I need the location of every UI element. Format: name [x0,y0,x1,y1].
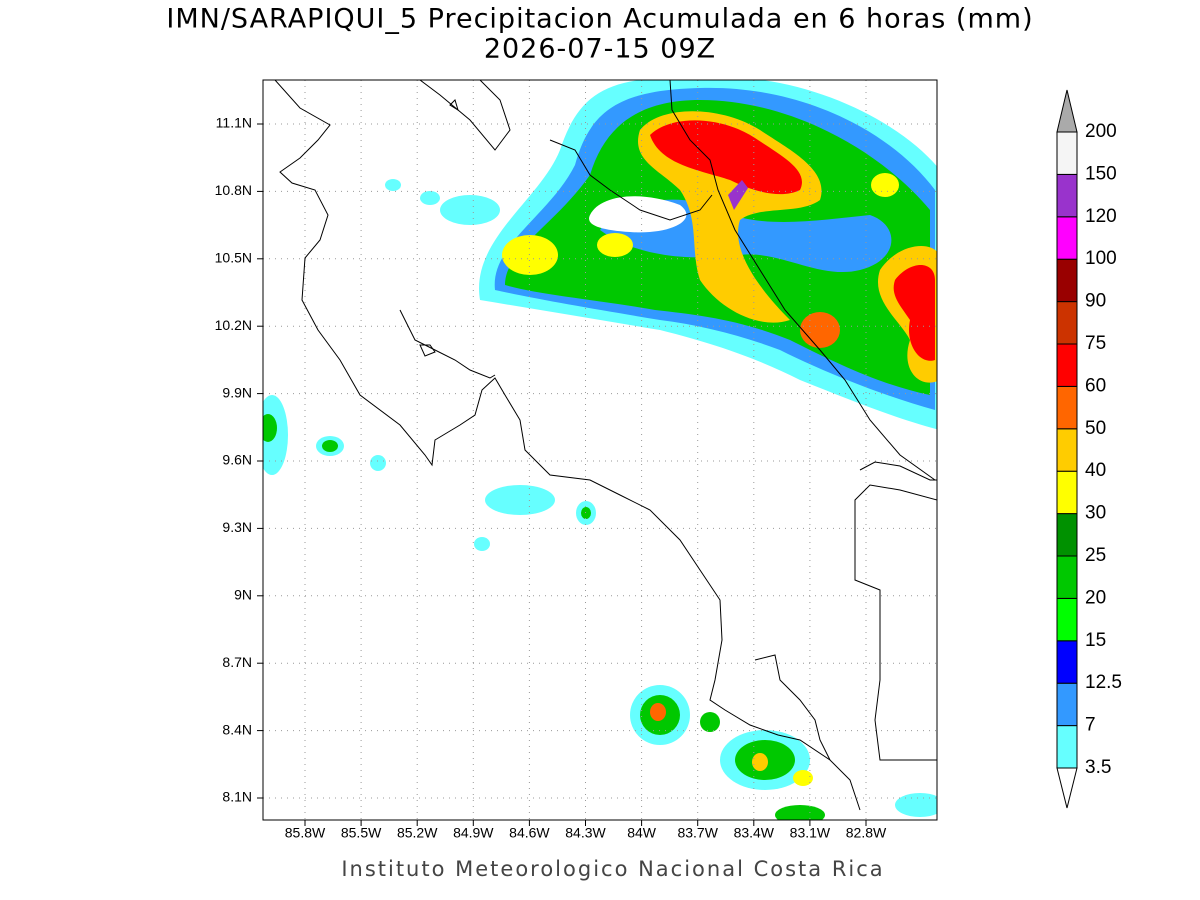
lon-label: 83.4W [734,825,775,841]
colorbar-segment [1056,301,1078,345]
colorbar-segment [1056,428,1078,472]
lat-label: 8.4N [222,721,252,737]
colorbar-label: 75 [1085,333,1106,354]
colorbar-label: 15 [1085,630,1106,651]
lat-label: 9.9N [222,384,252,400]
colorbar-segment [1056,385,1078,430]
lon-label: 83.1W [790,825,831,841]
colorbar-segment [1056,343,1078,387]
colorbar-label: 100 [1085,248,1117,269]
colorbar-segment [1056,258,1078,303]
colorbar-label: 120 [1085,206,1117,227]
lat-label: 9.3N [222,519,252,535]
colorbar-under [1056,767,1078,809]
colorbar-segment [1056,555,1078,599]
lat-label: 8.7N [222,654,252,670]
lon-label: 85.8W [285,825,326,841]
precip-field [263,80,937,820]
lat-label: 8.1N [222,789,252,805]
colorbar-segment [1056,216,1078,260]
colorbar-segment [1056,597,1078,642]
footer: Instituto Meteorologico Nacional Costa R… [341,857,884,881]
lat-label: 10.8N [215,182,252,198]
lon-label: 85.2W [397,825,438,841]
colorbar-label: 40 [1085,460,1106,481]
colorbar-over [1056,89,1078,133]
lon-label: 84.9W [453,825,494,841]
colorbar-label: 60 [1085,375,1106,396]
coastline [274,80,937,811]
colorbar-segment [1056,131,1078,175]
graticule: 11.1N 10.8N 10.5N 10.2N 9.9N 9.6N 9.3N 9N 8.7N 8.… [215,80,937,841]
colorbar-label: 25 [1085,545,1106,566]
colorbar-label: 30 [1085,503,1106,524]
lat-label: 10.2N [215,317,252,333]
colorbar-segment [1056,640,1078,684]
lon-label: 84.6W [509,825,550,841]
colorbar-label: 150 [1085,163,1117,184]
lon-label: 84.3W [565,825,606,841]
colorbar-segment [1056,513,1078,557]
lat-label: 9N [234,587,252,603]
colorbar-segment [1056,173,1078,218]
subtitle: 2026-07-15 09Z [484,34,716,65]
lon-label: 82.8W [846,825,887,841]
lon-label: 84W [627,825,657,841]
colorbar-label: 200 [1085,121,1117,142]
colorbar-label: 7 [1085,715,1096,736]
lat-label: 11.1N [216,115,252,131]
precip-north [479,80,937,430]
colorbar-label: 20 [1085,587,1106,608]
lat-label: 9.6N [222,452,252,468]
colorbar-label: 50 [1085,418,1106,439]
map-frame [262,79,938,821]
title: IMN/SARAPIQUI_5 Precipitacion Acumulada … [166,4,1033,35]
colorbar-label: 90 [1085,291,1106,312]
lon-label: 85.5W [341,825,382,841]
colorbar-label: 12.5 [1085,672,1122,693]
colorbar-label: 3.5 [1085,757,1111,778]
lon-label: 83.7W [677,825,718,841]
colorbar: 3.5 7 12.5 15 20 25 30 40 50 60 75 90 100 120 150 200 [1056,89,1122,809]
colorbar-segment [1056,682,1078,727]
lat-label: 10.5N [215,250,252,266]
colorbar-segment [1056,725,1078,769]
colorbar-segment [1056,470,1078,515]
precip-south [630,685,937,820]
